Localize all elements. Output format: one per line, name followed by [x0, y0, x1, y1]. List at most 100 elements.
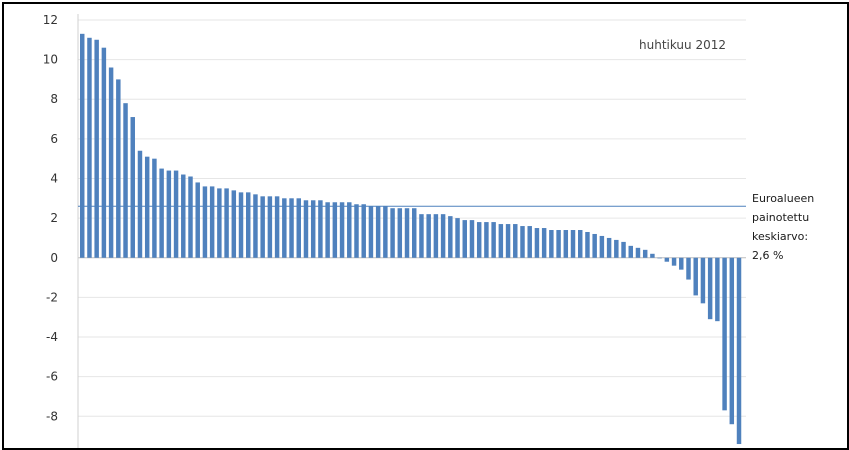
bar — [570, 230, 576, 258]
bar — [224, 188, 229, 258]
bar — [354, 204, 359, 258]
bar — [87, 37, 92, 258]
bar — [549, 230, 554, 258]
bar — [116, 79, 121, 258]
bar — [123, 103, 128, 258]
bar — [707, 257, 713, 320]
bar — [101, 47, 107, 258]
y-tick-label: 4 — [50, 171, 58, 185]
bar — [642, 249, 648, 258]
bar — [578, 230, 583, 258]
bar — [448, 216, 453, 258]
bar — [419, 214, 424, 258]
average-label: Euroalueen painotettu keskiarvo: 2,6 % — [752, 192, 818, 262]
bar — [108, 67, 114, 258]
bar — [426, 214, 431, 258]
bar — [527, 226, 532, 258]
bar — [188, 176, 193, 258]
bar — [310, 200, 316, 258]
bar — [260, 196, 265, 258]
bar — [282, 198, 287, 258]
bar — [491, 222, 496, 258]
bar — [556, 230, 561, 258]
bar — [267, 196, 273, 258]
average-label-line-1: Euroalueen — [752, 192, 814, 205]
bar — [231, 190, 237, 258]
y-tick-label: -8 — [46, 409, 58, 423]
bar — [433, 214, 439, 258]
bar — [253, 194, 258, 258]
bar — [404, 208, 410, 258]
bar — [440, 214, 446, 258]
period-label: huhtikuu 2012 — [639, 38, 726, 52]
bar — [664, 257, 670, 262]
bar — [671, 257, 677, 266]
bar — [621, 241, 626, 258]
y-tick-label: 6 — [50, 132, 58, 146]
bar — [332, 202, 338, 258]
bar — [650, 253, 655, 258]
bar — [736, 257, 742, 445]
bar — [534, 228, 540, 258]
bar — [144, 156, 150, 258]
bar — [505, 224, 511, 258]
bar — [181, 174, 186, 258]
y-tick-label: -4 — [46, 330, 58, 344]
average-label-line-3: keskiarvo: — [752, 230, 808, 243]
bar — [520, 226, 525, 258]
bar — [455, 218, 460, 258]
bar — [700, 257, 706, 304]
bar — [585, 231, 590, 258]
average-label-line-2: painotettu — [752, 211, 809, 224]
bar — [476, 222, 482, 258]
bar — [80, 33, 85, 258]
bar — [217, 188, 222, 258]
bar — [693, 257, 698, 296]
bar — [469, 220, 475, 258]
bar — [289, 198, 294, 258]
bar — [274, 196, 280, 258]
bar — [202, 186, 208, 258]
bar — [159, 168, 164, 258]
bar — [246, 192, 251, 258]
bar — [238, 192, 244, 258]
bar — [375, 206, 381, 258]
bar — [412, 208, 417, 258]
bar — [383, 206, 388, 258]
y-tick-label: 0 — [50, 251, 58, 265]
bar — [541, 228, 547, 258]
bar — [318, 200, 323, 258]
average-label-line-4: 2,6 % — [752, 249, 783, 262]
bar — [606, 237, 612, 258]
bar — [729, 257, 735, 425]
y-tick-labels: 12 10 8 6 4 2 0 -2 -4 -6 -8 — [43, 13, 58, 423]
y-tick-label: 12 — [43, 13, 58, 27]
bar — [325, 202, 330, 258]
bar — [166, 170, 172, 258]
bar — [592, 233, 597, 258]
bar-chart: 12 10 8 6 4 2 0 -2 -4 -6 -8 huhtikuu 2012 Euroalue… — [43, 13, 818, 448]
bar — [130, 117, 135, 258]
bar — [563, 230, 569, 258]
bar — [94, 39, 99, 258]
y-tick-label: -2 — [46, 290, 58, 304]
bar — [513, 224, 518, 258]
bar — [368, 206, 374, 258]
bar — [657, 257, 662, 259]
bar — [498, 224, 504, 258]
bar — [296, 198, 301, 258]
bar — [686, 257, 691, 280]
bars — [80, 33, 742, 445]
y-tick-label: 10 — [43, 53, 58, 67]
y-tick-label: -6 — [46, 370, 58, 384]
bar — [195, 182, 200, 258]
bar — [347, 202, 352, 258]
bar — [361, 204, 366, 258]
bar — [599, 235, 605, 258]
bar — [484, 222, 489, 258]
bar — [339, 202, 345, 258]
bar — [303, 200, 309, 258]
bar — [137, 150, 143, 258]
bar — [462, 220, 467, 258]
